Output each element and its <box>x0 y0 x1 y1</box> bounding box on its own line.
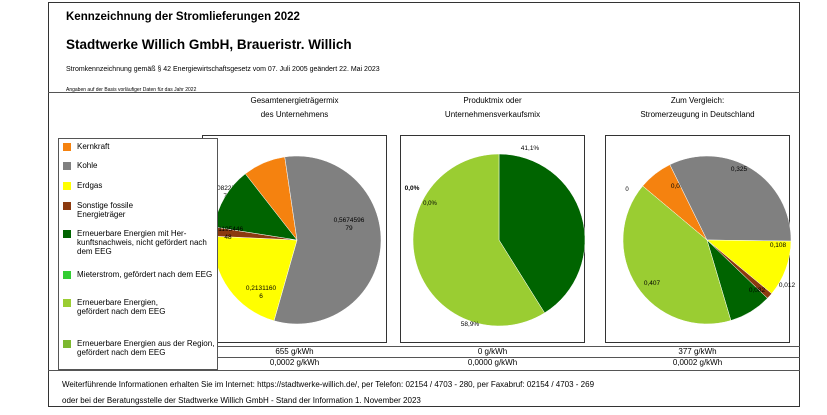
legend-label-sonstige-fossile: Sonstige fossile Energieträger <box>77 201 134 219</box>
co2-row-mid-line <box>218 357 800 358</box>
pie-3-label-6: 0,407 <box>644 280 661 287</box>
pie-chart-1: 0,0822587740,5674596790,2131160617620839… <box>183 155 382 325</box>
legend-label-erneuerbare-region: Erneuerbare Energien aus der Region, gef… <box>77 339 215 357</box>
chart-3-title: Zum Vergleich: Stromerzeugung in Deutsch… <box>605 94 790 122</box>
legend-label-erdgas: Erdgas <box>77 181 103 190</box>
legend-label-mieterstrom: Mieterstrom, gefördert nach dem EEG <box>77 270 213 279</box>
chart-2-title-line2: Unternehmensverkaufsmix <box>444 110 541 119</box>
document-frame <box>48 2 800 407</box>
pie-3-label-3: 0,108 <box>770 242 787 249</box>
legend-label-erneuerbare-hkn: Erneuerbare Energien mit Her- kunftsnach… <box>77 229 207 256</box>
pie-1-label-3: 0,2131160 6 <box>246 285 277 300</box>
chart-1-waste: 0,0002 g/kWh <box>269 358 320 367</box>
chart-2-title: Produktmix oder Unternehmensverkaufsmix <box>400 94 585 122</box>
company-name: Stadtwerke Willich GmbH, Braueristr. Wil… <box>66 37 352 52</box>
legend-swatch-kohle <box>63 162 71 170</box>
pie-3-slice-6 <box>622 185 732 325</box>
chart-3-title-line1: Zum Vergleich: <box>670 96 725 105</box>
chart-2-title-line1: Produktmix oder <box>463 96 522 105</box>
legend-swatch-erneuerbare-hkn <box>63 230 71 238</box>
legend-label-erneuerbare-eeg: Erneuerbare Energien, gefördert nach dem… <box>77 298 166 316</box>
legend-label-kohle: Kohle <box>77 161 98 170</box>
pie-2-label-1: 0,0% <box>405 185 420 192</box>
pie-3-label-2: 0,325 <box>731 166 748 173</box>
pie-1-label-5: 0,1195446 48 <box>213 226 244 241</box>
pie-1-label-2: 0,5674596 79 <box>334 217 365 232</box>
legend-swatch-mieterstrom <box>63 271 71 279</box>
pie-3-label-5: 0,082 <box>749 287 766 294</box>
footer-info-line1: Weiterführende Informationen erhalten Si… <box>62 380 595 389</box>
pie-2-slice-2 <box>498 153 586 314</box>
pie-chart-3: 0,066 0,325 0,108 0,012 0,082 0,407 0 <box>622 155 796 325</box>
chart-3-waste: 0,0002 g/kWh <box>672 358 723 367</box>
chart-1-co2: 655 g/kWh <box>275 347 314 356</box>
chart-1-title-line1: Gesamtenergieträgermix <box>250 96 339 105</box>
co2-row-top-line <box>218 346 800 347</box>
pie-2-slice-3 <box>412 153 545 327</box>
chart-2-waste: 0,0000 g/kWh <box>467 358 518 367</box>
header-separator <box>48 92 800 93</box>
legend-swatch-erdgas <box>63 182 71 190</box>
legend-swatch-erneuerbare-eeg <box>63 299 71 307</box>
basis-note: Angaben auf der Basis vorläufiger Daten … <box>66 87 197 93</box>
pie-3-slice-2 <box>669 155 792 242</box>
page-title: Kennzeichnung der Stromlieferungen 2022 <box>66 11 300 23</box>
chart-2-co2: 0 g/kWh <box>477 347 508 356</box>
legend-label-kernkraft: Kernkraft <box>77 142 110 151</box>
legend-swatch-kernkraft <box>63 143 71 151</box>
footer-separator <box>48 370 800 371</box>
pie-3-label-4: 0,012 <box>779 282 796 289</box>
legend-swatch-erneuerbare-region <box>63 340 71 348</box>
footer-info-line2: oder bei der Beratungsstelle der Stadtwe… <box>62 396 421 405</box>
chart-3-co2: 377 g/kWh <box>678 347 717 356</box>
chart-1-title-line2: des Unternehmens <box>260 110 329 119</box>
pie-3-label-1: 0,066 <box>671 183 688 190</box>
legend-swatch-sonstige-fossile <box>63 202 71 210</box>
pie-3-extra-label-1: 0 <box>625 187 629 193</box>
pie-2-label-2: 41,1% <box>521 145 540 152</box>
chart-1-title: Gesamtenergieträgermix des Unternehmens <box>202 94 387 122</box>
pie-2-label-3: 58,9% <box>461 321 480 328</box>
pie-chart-2: 0,0% 41,1% 58,9% 0,0% <box>405 145 586 328</box>
chart-3-title-line2: Stromerzeugung in Deutschland <box>640 110 755 119</box>
pie-2-extra-label-1: 0,0% <box>423 201 437 207</box>
chart-legend: Kernkraft Kohle Erdgas Sonstige fossile … <box>58 138 218 370</box>
legal-note: Stromkennzeichnung gemäß § 42 Energiewir… <box>66 66 380 73</box>
pie-1-slice-2 <box>273 155 382 325</box>
